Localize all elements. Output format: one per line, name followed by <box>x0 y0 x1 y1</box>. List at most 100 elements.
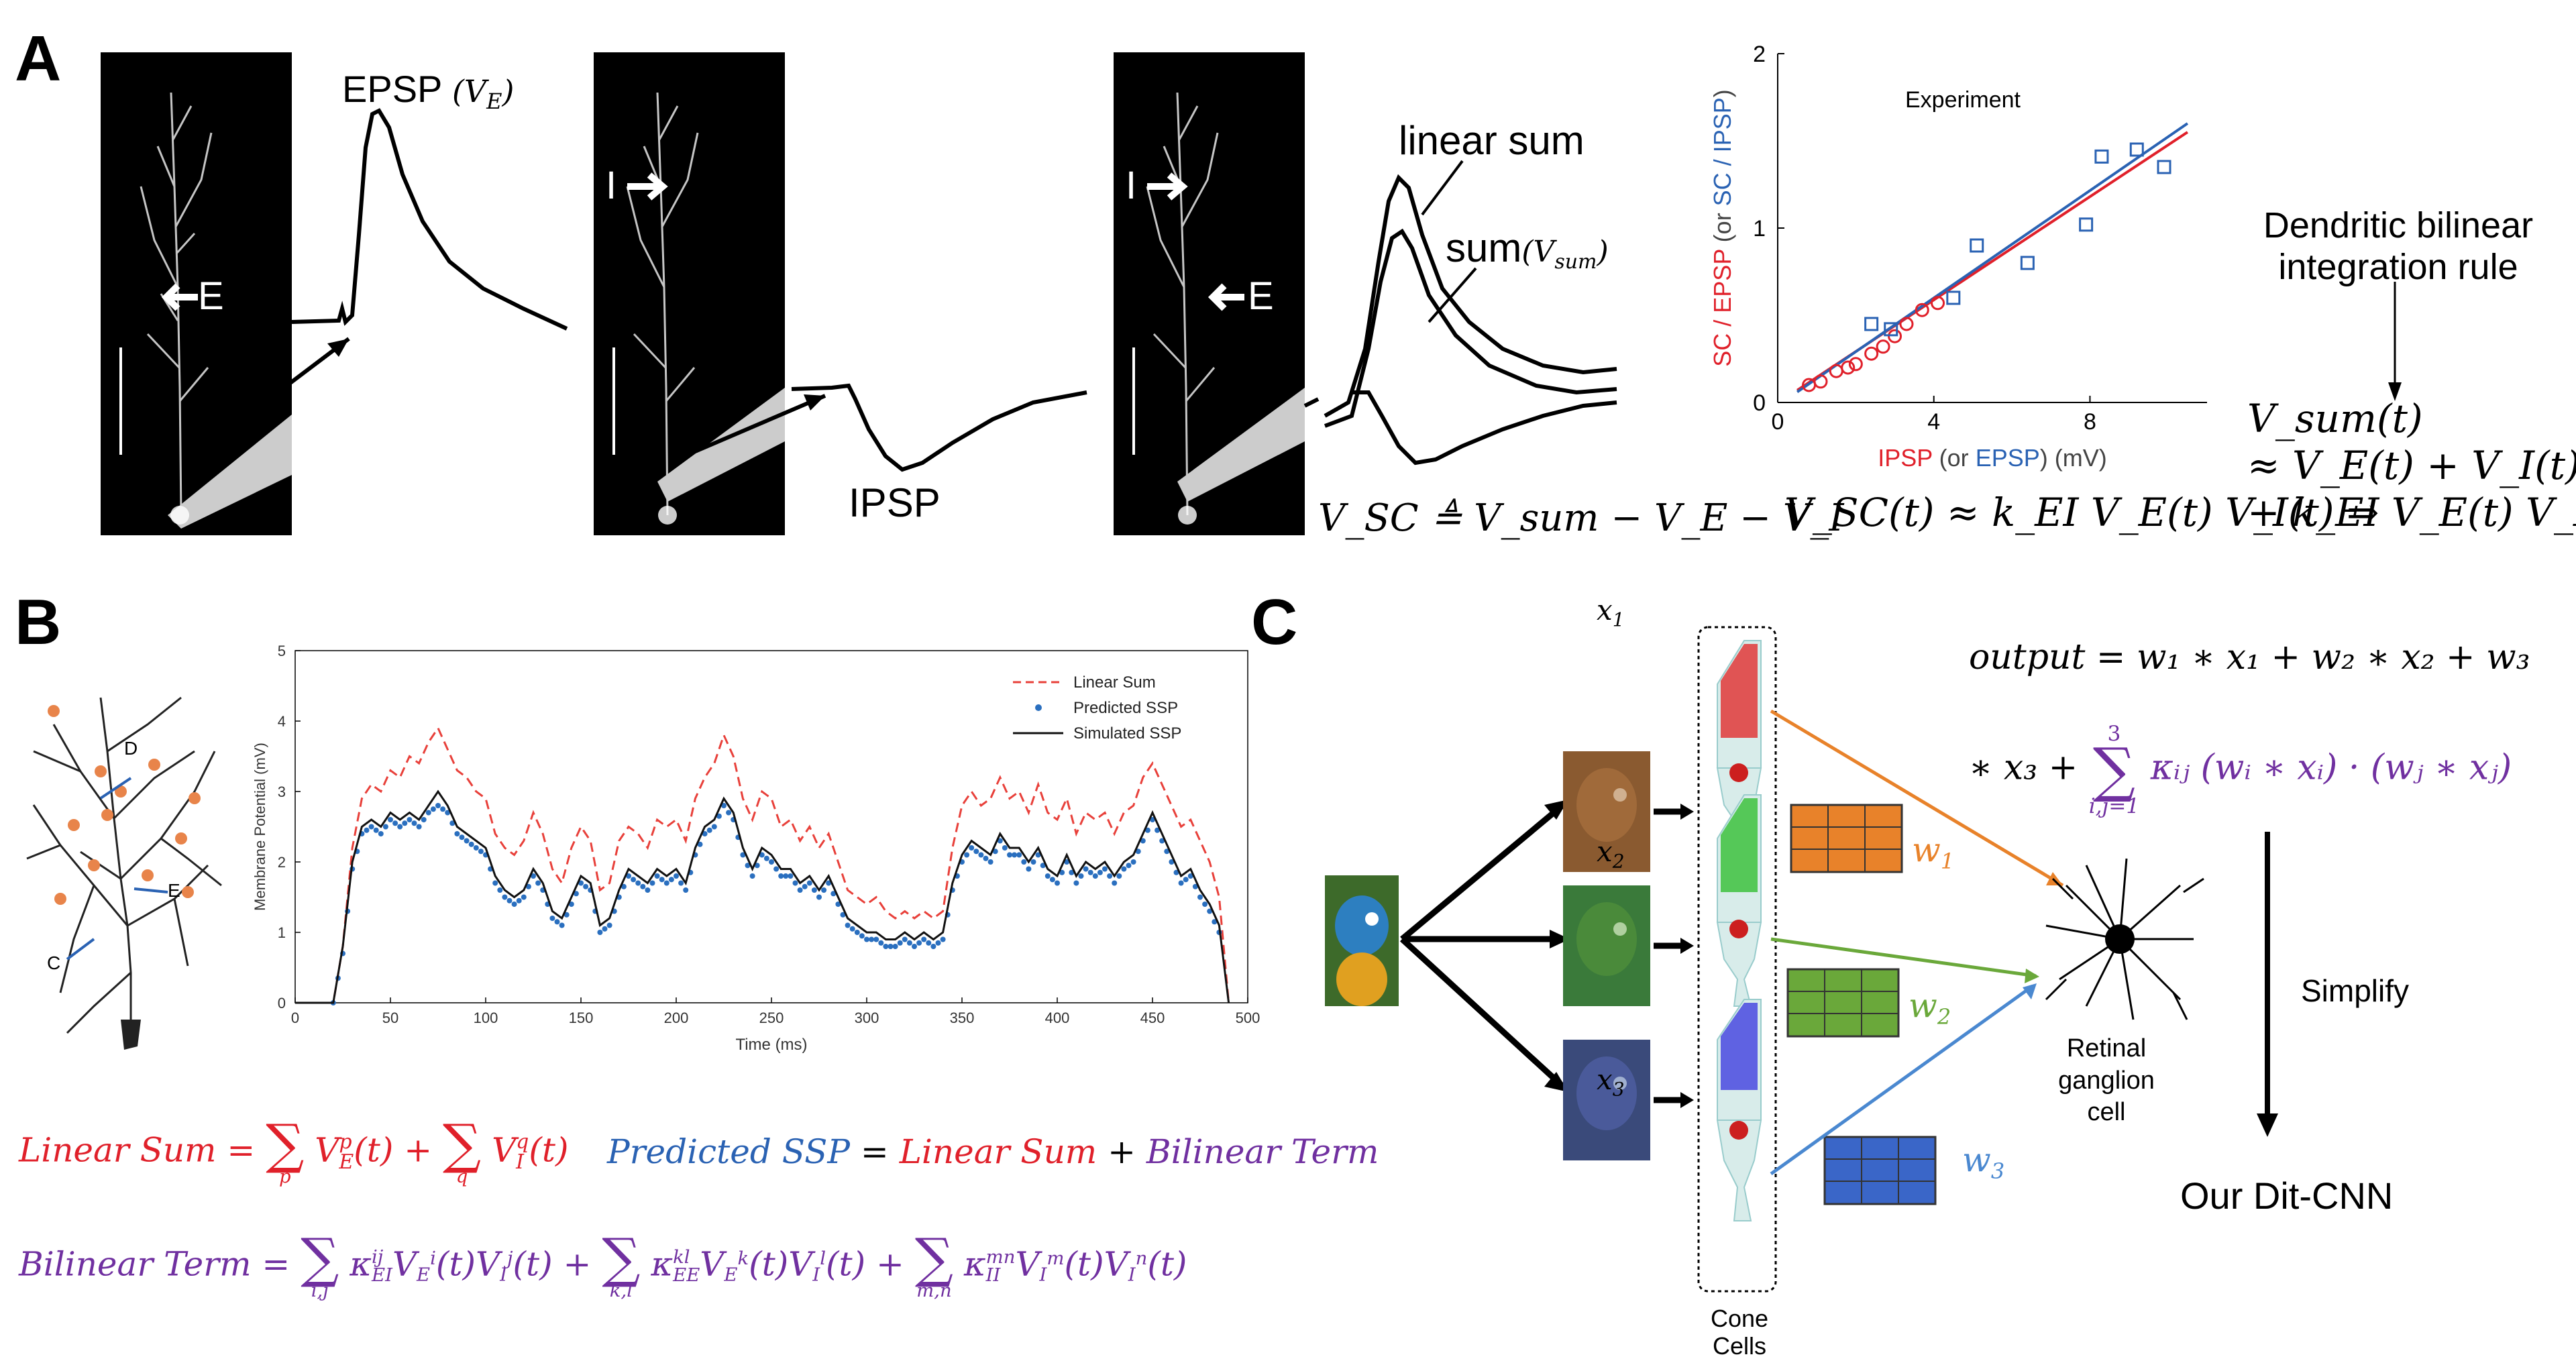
predicted-ssp-point <box>864 936 869 942</box>
ipsp-small-trace <box>1352 390 1617 466</box>
line-ytick-label: 3 <box>278 783 286 800</box>
w3-label: w3 <box>1962 1140 2005 1184</box>
predicted-ssp-point <box>816 894 822 900</box>
scatter-xtick-label: 8 <box>2084 409 2096 435</box>
predicted-ssp-point <box>1155 827 1161 833</box>
predicted-ssp-point <box>940 936 946 942</box>
scatter-ylabel: SC / EPSP (or SC / IPSP) <box>1709 89 1736 366</box>
sum-label: sum(Vsum) <box>1446 225 1609 274</box>
line-xtick-label: 500 <box>1236 1010 1260 1026</box>
predicted-ssp-point <box>683 887 689 893</box>
predicted-ssp-point <box>1049 877 1055 883</box>
predicted-ssp-point <box>516 897 522 904</box>
predicted-ssp-point <box>854 930 860 935</box>
predicted-ssp-point <box>1126 863 1132 869</box>
predicted-ssp-point <box>430 806 436 812</box>
scatter-point-blue <box>1864 317 1879 331</box>
predicted-ssp-point <box>1164 849 1170 855</box>
predicted-ssp-point <box>1102 866 1108 872</box>
predicted-ssp-point <box>549 916 555 921</box>
predicted-ssp-point <box>382 824 388 830</box>
predicted-ssp-point <box>1097 869 1103 875</box>
epsp-label: EPSP (VE) <box>342 68 515 115</box>
scatter-point-red <box>1931 296 1945 311</box>
scatter-point-red <box>1899 317 1914 331</box>
predicted-ssp-point <box>759 852 765 858</box>
scatter-xlabel: IPSP (or EPSP) (mV) <box>1878 444 2106 472</box>
x1-label: x1 <box>1597 594 1625 631</box>
line-xtick-label: 400 <box>1045 1010 1070 1026</box>
predicted-ssp-point <box>821 887 827 893</box>
sum-trace <box>1324 228 1617 428</box>
predicted-ssp-point <box>606 922 612 928</box>
line-xtick-label: 50 <box>382 1010 398 1026</box>
predicted-ssp-point <box>459 834 465 840</box>
neuron-photo-1: E <box>101 52 292 535</box>
predicted-ssp-point <box>778 873 784 879</box>
predicted-ssp-point <box>878 940 884 946</box>
predicted-ssp-point <box>631 877 637 883</box>
predicted-ssp-point <box>1073 880 1079 886</box>
scatter-point-blue <box>1884 322 1898 337</box>
predicted-ssp-point <box>497 887 503 893</box>
cone-2 <box>1716 794 1762 1007</box>
predicted-ssp-point <box>888 944 894 949</box>
scatter-fit-line-1 <box>1796 122 2189 394</box>
line-ytick-label: 0 <box>278 995 286 1012</box>
panel-c-diagram <box>1325 626 2278 1293</box>
predicted-ssp-point <box>969 845 975 851</box>
scatter-point-blue <box>2157 160 2171 174</box>
predicted-ssp-point <box>792 880 798 886</box>
predicted-ssp-point <box>912 944 917 949</box>
predicted-ssp-point <box>716 813 722 819</box>
predicted-ssp-point <box>454 831 460 836</box>
predicted-ssp-point <box>1078 873 1084 879</box>
predicted-ssp-point <box>835 902 841 907</box>
predicted-ssp-point <box>1069 869 1075 875</box>
predicted-ssp-point <box>916 940 922 946</box>
rule-line2: ≈ V_E(t) + V_I(t) <box>2247 443 2576 488</box>
predicted-ssp-point <box>1144 827 1150 833</box>
output-eq-line2: ∗ x₃ + 3 ∑ i,j=1 κᵢⱼ (wᵢ ∗ xᵢ) · (wⱼ ∗ x… <box>1969 722 2512 818</box>
scatter-xtick-label: 4 <box>1927 409 1940 435</box>
scatter-point-red <box>1876 339 1890 354</box>
line-xtick-label: 450 <box>1140 1010 1165 1026</box>
predicted-ssp-point <box>859 933 865 939</box>
predicted-ssp-point <box>568 902 574 907</box>
predicted-ssp-point <box>788 873 794 879</box>
scatter-ytick-label: 0 <box>1753 390 1766 416</box>
scatter-chart: 0 4 8 0 1 2 Experiment IPSP (or EPSP) (mV) SC / … <box>1709 42 2207 472</box>
scatter-point-red <box>1915 303 1929 317</box>
predicted-ssp-point <box>906 940 912 946</box>
marker-i2-label: I <box>1126 164 1137 207</box>
marker-e2-label: E <box>1248 274 1274 318</box>
predicted-ssp-point <box>806 880 812 886</box>
predicted-ssp-point <box>388 817 393 822</box>
scatter-ytick-label: 1 <box>1753 216 1766 241</box>
predicted-ssp-point <box>1064 859 1070 865</box>
predicted-ssp-point <box>1140 838 1146 844</box>
predicted-ssp-point <box>769 859 774 865</box>
predicted-ssp-point <box>511 902 517 907</box>
line-ylabel: Membrane Potential (mV) <box>252 743 268 911</box>
predicted-ssp-point <box>1035 852 1041 858</box>
predicted-ssp-point <box>1159 838 1165 844</box>
predicted-ssp-point <box>869 936 875 942</box>
legend-swatch-predicted-ssp <box>1035 704 1042 711</box>
predicted-ssp-point <box>964 852 970 858</box>
predicted-ssp-point <box>535 880 541 886</box>
predicted-ssp-point <box>521 894 527 900</box>
predicted-ssp-point <box>1002 845 1008 851</box>
predicted-ssp-point <box>449 820 455 826</box>
scatter-point-red <box>1841 360 1856 375</box>
predicted-ssp-point <box>378 831 384 836</box>
predicted-ssp-point <box>1130 859 1136 865</box>
line-xtick-label: 250 <box>759 1010 784 1026</box>
predicted-ssp-point <box>1021 859 1027 865</box>
predicted-ssp-point <box>1107 873 1113 879</box>
predicted-ssp-point <box>773 866 780 872</box>
vsc-approximation: V_SC(t) ≈ k_EI V_E(t) V_I(t) ⇒ <box>1784 490 2379 535</box>
predicted-ssp-point <box>1030 859 1036 865</box>
membrane-potential-chart: 0 50 100 150 200 250 300 350 400 450 500 0 1 2 3 4 5 Time… <box>252 643 1260 1054</box>
simplify-label: Simplify <box>2301 973 2410 1008</box>
